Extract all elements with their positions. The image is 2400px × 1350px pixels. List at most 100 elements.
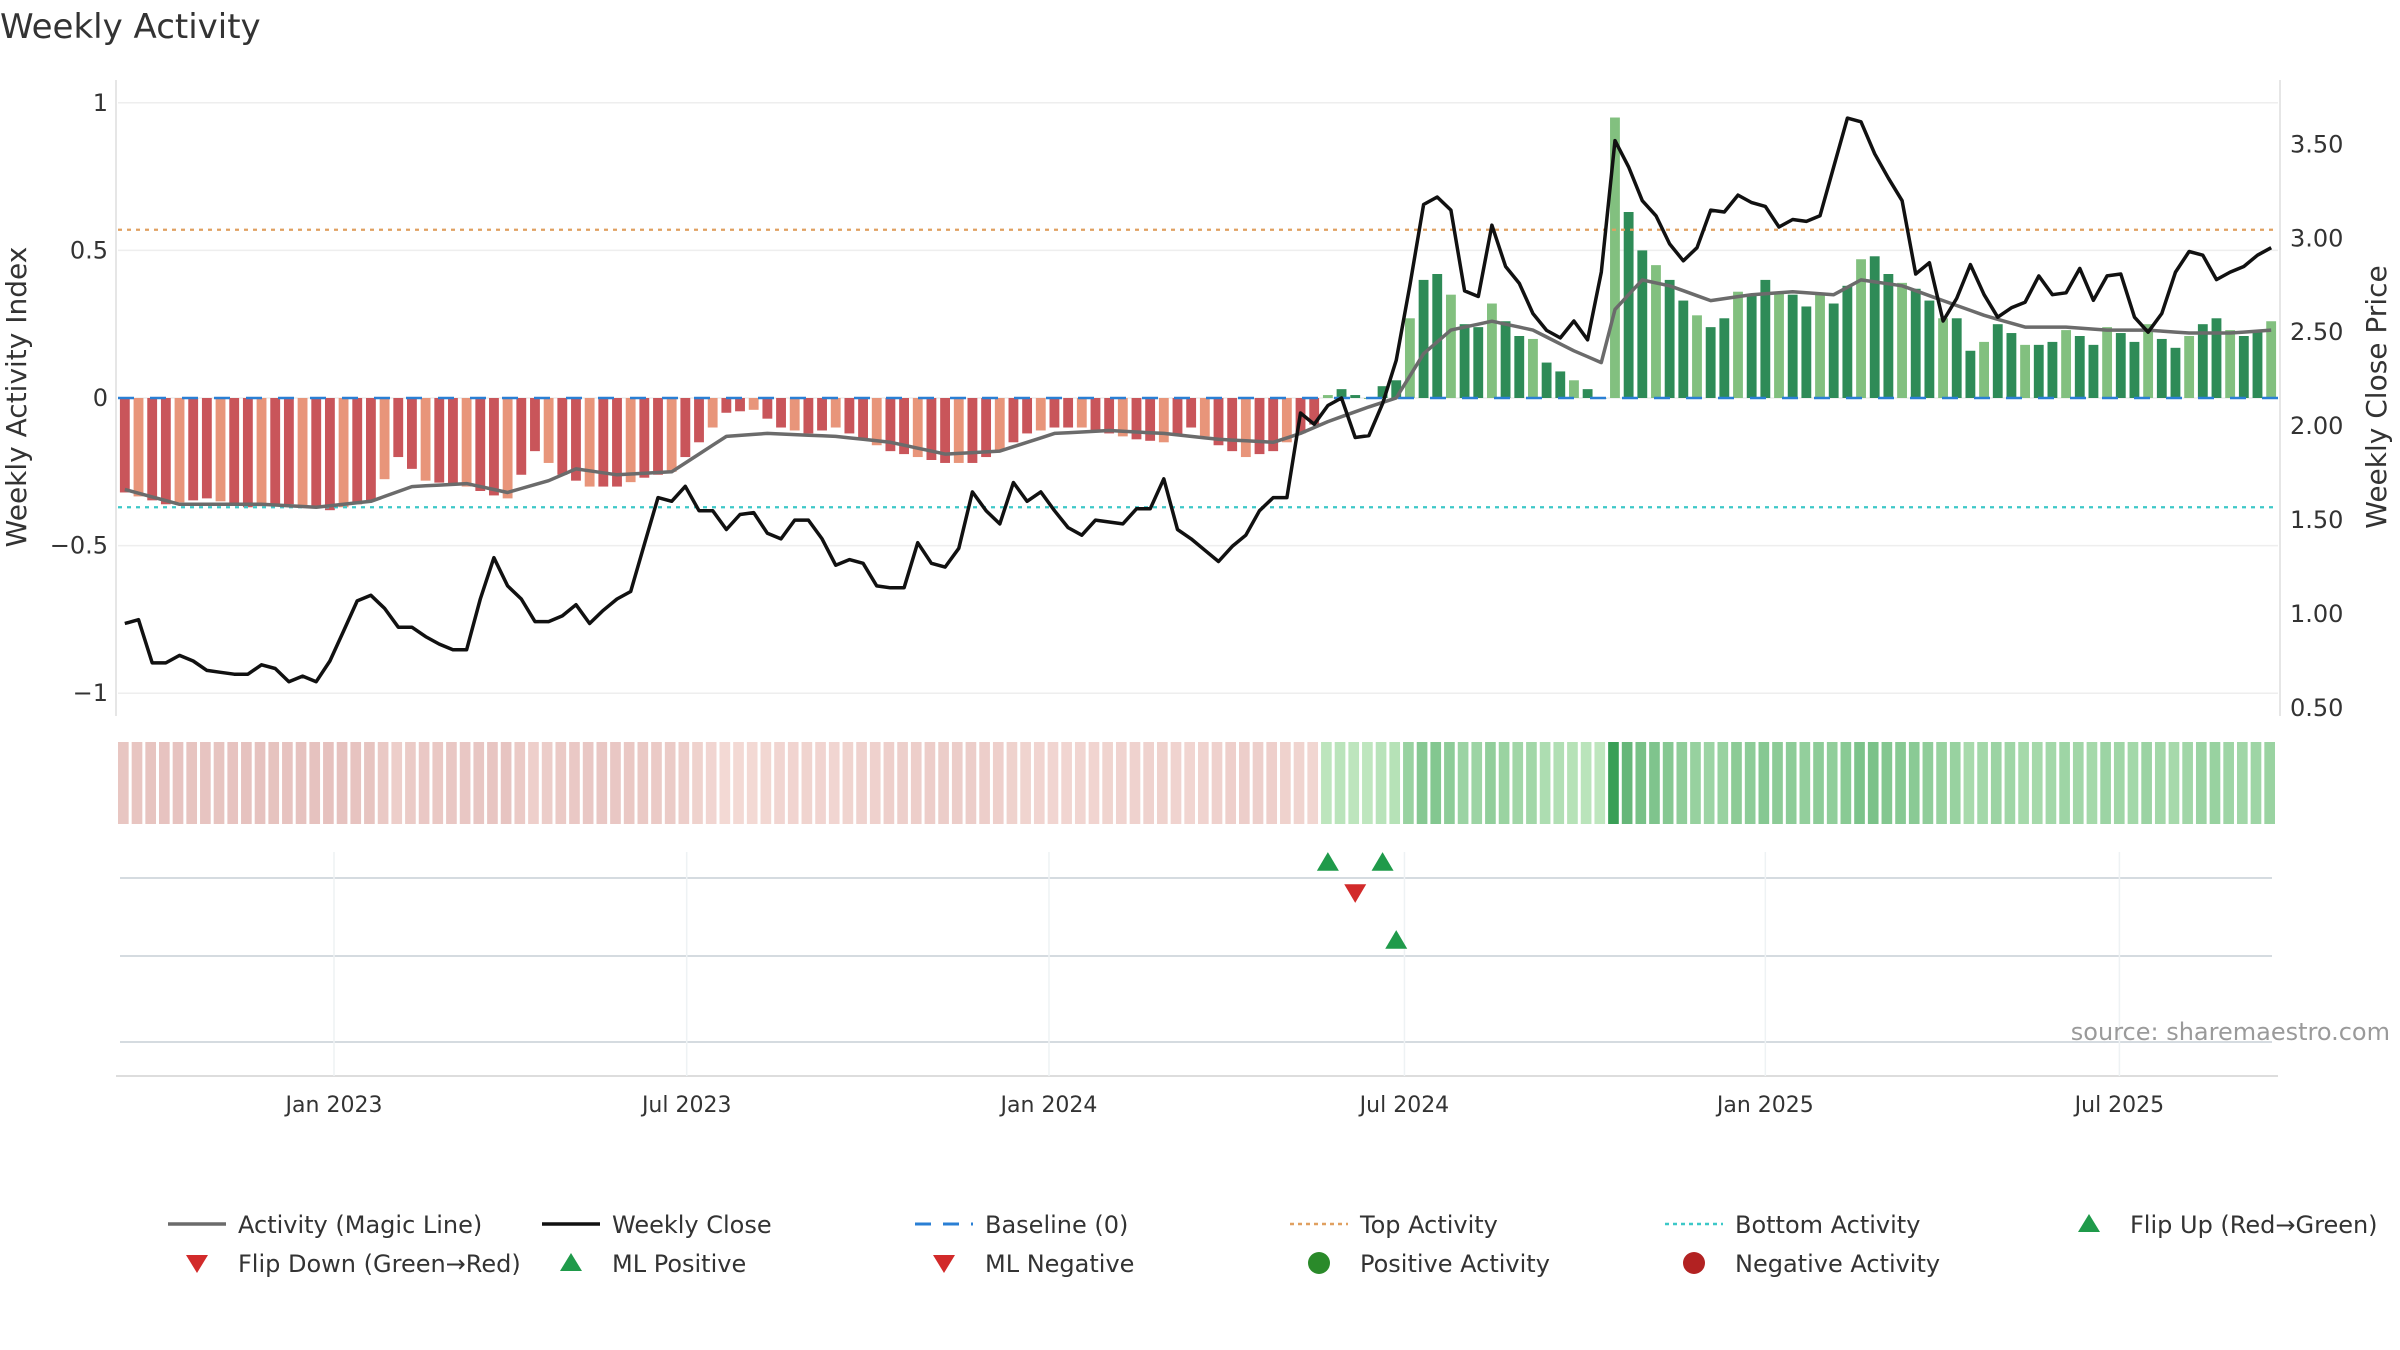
heat-cell	[2072, 742, 2084, 824]
heat-cell	[979, 742, 990, 824]
heat-cell	[992, 742, 1004, 824]
legend-swatch-triangle-down	[186, 1255, 208, 1273]
activity-bar	[1418, 279, 1429, 398]
heat-cell	[1198, 742, 1209, 824]
heat-cell	[596, 742, 608, 824]
heat-cell	[1430, 742, 1442, 824]
left-axis-label: Weekly Activity Index	[0, 247, 33, 548]
activity-bar	[502, 398, 513, 499]
heat-cell	[459, 742, 471, 824]
activity-bar	[1787, 294, 1798, 398]
heat-cell	[569, 742, 580, 824]
heat-cell	[1485, 742, 1496, 824]
activity-bar	[1869, 256, 1880, 398]
heat-cell	[1608, 742, 1619, 824]
activity-bar	[1473, 327, 1484, 398]
activity-bar	[1049, 398, 1060, 428]
activity-bar	[147, 398, 158, 501]
activity-bar	[2102, 327, 2113, 398]
heat-cell	[418, 742, 430, 824]
activity-bar	[762, 398, 773, 419]
activity-bar	[516, 398, 527, 475]
heat-cell	[828, 742, 840, 824]
legend-label: Flip Up (Red→Green)	[2130, 1211, 2378, 1239]
activity-bar	[352, 398, 363, 505]
activity-bar	[1815, 294, 1825, 398]
heat-cell	[1963, 742, 1975, 824]
activity-bar	[379, 398, 390, 480]
legend-swatch-circle	[1683, 1252, 1705, 1274]
heat-cell	[1649, 742, 1660, 824]
heat-cell	[815, 742, 826, 824]
heat-cell	[1047, 742, 1059, 824]
heat-cell	[1293, 742, 1305, 824]
activity-bar	[1268, 398, 1279, 452]
activity-bar	[1801, 306, 1812, 398]
activity-bar	[1774, 291, 1784, 398]
heat-cell	[500, 742, 512, 824]
heat-cell	[1854, 742, 1865, 824]
activity-bar	[1569, 380, 1579, 398]
heat-cell	[541, 742, 553, 824]
heat-cell	[1881, 742, 1893, 824]
legend-label: Top Activity	[1359, 1211, 1498, 1239]
heat-cell	[1758, 742, 1770, 824]
legend-label: Flip Down (Green→Red)	[238, 1250, 521, 1278]
legend-item: Activity (Magic Line)	[168, 1211, 482, 1239]
activity-bar	[407, 398, 417, 469]
heat-cell	[405, 742, 416, 824]
heat-cell	[842, 742, 854, 824]
heat-cell	[1184, 742, 1195, 824]
activity-bar	[1842, 285, 1853, 398]
activity-bar	[1186, 398, 1197, 428]
heat-cell	[1444, 742, 1455, 824]
legend-item: Bottom Activity	[1665, 1211, 1920, 1239]
signal-panel	[116, 852, 2278, 1077]
activity-bar	[2197, 324, 2208, 398]
heat-cell	[2223, 742, 2234, 824]
activity-bar	[174, 398, 185, 503]
legend-label: ML Positive	[612, 1250, 746, 1278]
activity-bar	[694, 398, 704, 443]
activity-bar	[1514, 336, 1525, 398]
heat-cell	[514, 742, 526, 824]
left-tick-label: 1	[93, 89, 108, 117]
activity-bar	[1528, 338, 1538, 398]
activity-bar	[1008, 398, 1019, 443]
activity-bar	[776, 398, 786, 428]
heat-cell	[801, 742, 813, 824]
heat-cell	[1088, 742, 1100, 824]
heat-cell	[213, 742, 225, 824]
activity-bar	[119, 398, 130, 493]
heat-cell	[1676, 742, 1688, 824]
activity-bar	[653, 398, 663, 475]
heat-cell	[1594, 742, 1606, 824]
heat-cell	[746, 742, 758, 824]
right-tick-label: 2.00	[2290, 412, 2343, 440]
activity-bar	[1705, 327, 1716, 398]
heat-cell	[610, 742, 621, 824]
activity-bar	[2129, 341, 2140, 398]
activity-bar	[639, 398, 650, 478]
activity-bar	[1664, 279, 1675, 398]
heat-cell	[897, 742, 908, 824]
activity-bar	[899, 398, 909, 455]
activity-bar	[1309, 398, 1320, 425]
heat-cell	[1949, 742, 1961, 824]
heat-cell	[1143, 742, 1154, 824]
activity-bar	[1760, 279, 1771, 398]
activity-bar	[1637, 250, 1648, 398]
heat-cell	[1785, 742, 1797, 824]
heat-cell	[1690, 742, 1701, 824]
heat-cell	[159, 742, 170, 824]
right-axis-ticks: 3.50 3.00 2.50 2.00 1.50 1.00 0.50	[2290, 130, 2343, 722]
heat-cell	[2236, 742, 2248, 824]
activity-bar	[1336, 389, 1347, 398]
activity-bar	[803, 398, 814, 434]
activity-bar	[2061, 330, 2072, 398]
heat-cell	[1239, 742, 1250, 824]
activity-bar	[1104, 398, 1115, 434]
heat-cell	[1280, 742, 1291, 824]
activity-bar	[1459, 324, 1470, 398]
heat-cell	[1731, 742, 1742, 824]
